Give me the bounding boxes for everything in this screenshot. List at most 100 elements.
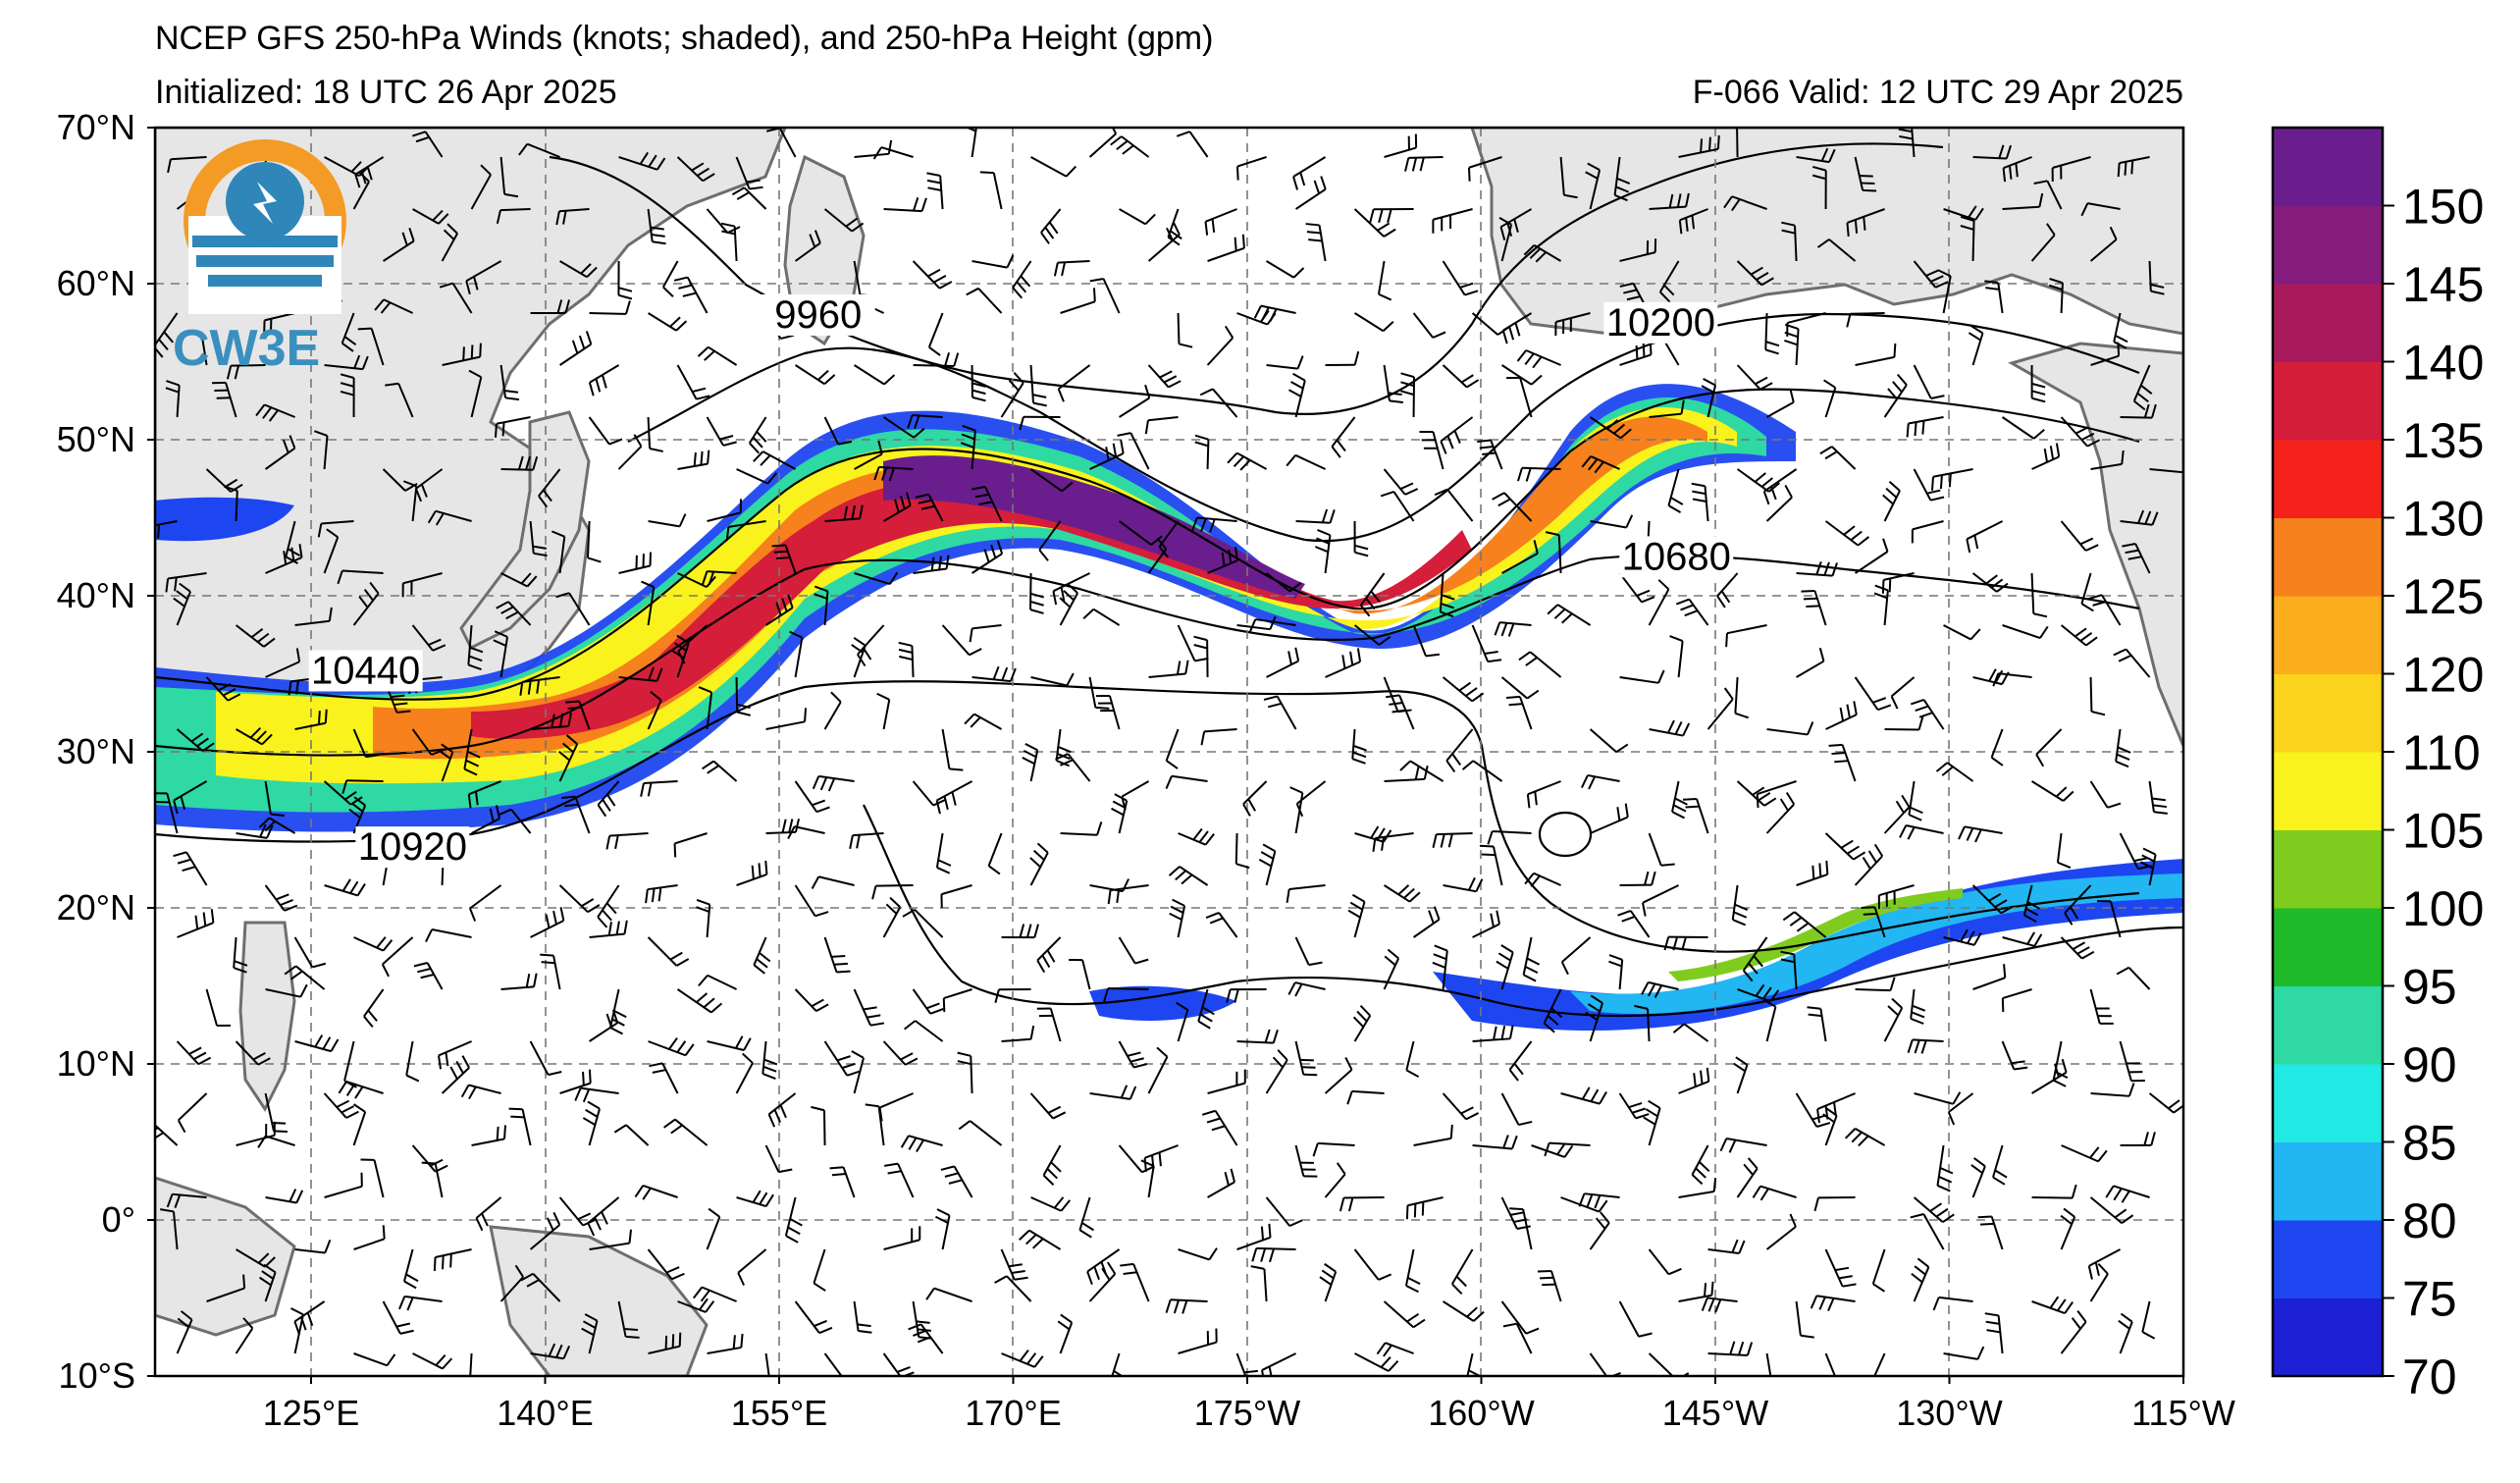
wind-barb bbox=[1236, 1223, 1272, 1250]
wind-barb bbox=[2030, 364, 2046, 403]
wind-barb bbox=[1165, 774, 1208, 789]
wind-barb bbox=[441, 223, 458, 262]
wind-barb bbox=[530, 299, 571, 315]
wind-barb bbox=[1118, 520, 1163, 546]
wind-barb bbox=[617, 434, 643, 470]
wind-barb bbox=[1022, 743, 1039, 782]
wind-barb bbox=[224, 485, 238, 522]
wind-barb bbox=[1353, 208, 1396, 238]
wind-barb bbox=[1289, 786, 1304, 834]
wind-barb bbox=[2090, 342, 2121, 366]
wind-barb bbox=[1191, 516, 1237, 533]
wind-barb bbox=[1060, 821, 1103, 836]
closed-high-contour bbox=[1538, 811, 1593, 858]
wind-barb bbox=[761, 1040, 778, 1080]
wind-barb bbox=[1434, 488, 1474, 522]
wind-barb bbox=[235, 1317, 254, 1354]
wind-barb bbox=[764, 1144, 793, 1174]
wind-barb bbox=[1204, 208, 1237, 236]
wind-barb bbox=[1518, 651, 1562, 678]
wind-barb bbox=[235, 624, 276, 648]
wind-barb bbox=[1502, 1322, 1533, 1354]
wind-barb bbox=[661, 260, 679, 297]
wind-barb bbox=[2139, 847, 2157, 886]
wind-barb bbox=[1147, 364, 1181, 389]
wind-barb bbox=[1147, 221, 1181, 262]
wind-barb bbox=[468, 369, 483, 418]
wind-barb bbox=[467, 780, 501, 809]
wind-barb bbox=[1816, 238, 1857, 262]
wind-barb bbox=[460, 1084, 501, 1100]
wind-barb bbox=[1883, 997, 1904, 1042]
wind-barb bbox=[587, 1196, 620, 1237]
wind-barb bbox=[1040, 208, 1062, 244]
wind-barb bbox=[1103, 987, 1149, 1002]
wind-barb bbox=[441, 1055, 470, 1094]
wind-barb bbox=[1353, 1248, 1391, 1281]
wind-barb bbox=[2090, 1083, 2135, 1097]
wind-barb bbox=[645, 884, 678, 904]
wind-barb bbox=[1523, 243, 1562, 263]
wind-barb bbox=[1352, 1005, 1372, 1042]
wind-barb bbox=[813, 1248, 826, 1292]
wind-barb bbox=[1977, 1215, 2004, 1250]
wind-barb bbox=[753, 450, 797, 470]
wind-barb bbox=[1958, 825, 2003, 843]
wind-barb bbox=[1030, 156, 1077, 178]
wind-barb bbox=[1960, 216, 1975, 262]
colorbar-label: 145 bbox=[2402, 257, 2484, 312]
wind-barb bbox=[1500, 1196, 1531, 1230]
wind-barb bbox=[438, 1040, 472, 1070]
wind-barb bbox=[1314, 529, 1332, 574]
wind-barb bbox=[1824, 1352, 1837, 1376]
wind-barb bbox=[677, 450, 710, 470]
wind-barb bbox=[294, 1034, 340, 1053]
wind-barb bbox=[2060, 624, 2098, 647]
wind-barb bbox=[927, 312, 944, 356]
wind-barb bbox=[676, 364, 710, 400]
wind-barb bbox=[155, 520, 178, 539]
lon-label: 145°W bbox=[1662, 1393, 1768, 1433]
wind-barb bbox=[1400, 372, 1416, 418]
wind-barb bbox=[1943, 928, 1982, 946]
wind-barb bbox=[1762, 998, 1777, 1042]
wind-barb bbox=[609, 988, 627, 1035]
wind-barb bbox=[823, 416, 853, 446]
wind-barb bbox=[1807, 1006, 1827, 1042]
wind-barb bbox=[940, 884, 972, 909]
colorbar-label: 125 bbox=[2402, 569, 2484, 624]
lon-label: 170°E bbox=[965, 1393, 1061, 1433]
wind-barb bbox=[561, 795, 591, 834]
wind-barb bbox=[1442, 1092, 1479, 1121]
wind-barb bbox=[617, 260, 633, 300]
wind-barb bbox=[971, 486, 1003, 522]
wind-barb bbox=[341, 779, 384, 794]
wind-barb bbox=[398, 1295, 443, 1311]
wind-barb bbox=[166, 1192, 207, 1208]
wind-barb bbox=[1784, 323, 1800, 366]
wind-barb bbox=[1873, 584, 1889, 626]
wind-barb bbox=[530, 1343, 571, 1360]
wind-barb bbox=[1671, 780, 1688, 820]
colorbar-label: 95 bbox=[2402, 960, 2457, 1015]
new-guinea bbox=[489, 1225, 709, 1376]
wind-barb bbox=[1029, 842, 1049, 886]
wind-barb bbox=[1354, 312, 1394, 333]
wind-barb bbox=[1984, 1312, 2004, 1354]
wind-barb bbox=[2031, 1184, 2077, 1199]
wind-barb bbox=[1287, 981, 1326, 997]
wind-barb bbox=[1736, 364, 1773, 391]
wind-barb bbox=[1648, 579, 1670, 626]
wind-barb bbox=[352, 581, 380, 626]
wind-barb bbox=[1943, 1346, 1985, 1360]
map-title: NCEP GFS 250-hPa Winds (knots; shaded), … bbox=[155, 20, 1213, 57]
wind-barb bbox=[748, 416, 767, 454]
wind-barb bbox=[2141, 1300, 2156, 1340]
contour-label: 9960 bbox=[774, 293, 862, 337]
wind-barb bbox=[736, 860, 768, 886]
wind-barb bbox=[994, 988, 1031, 1004]
wind-barb bbox=[1618, 572, 1655, 604]
contour-label-bg bbox=[355, 826, 470, 869]
wind-barb bbox=[1498, 216, 1513, 262]
wind-barb bbox=[1251, 1246, 1296, 1263]
